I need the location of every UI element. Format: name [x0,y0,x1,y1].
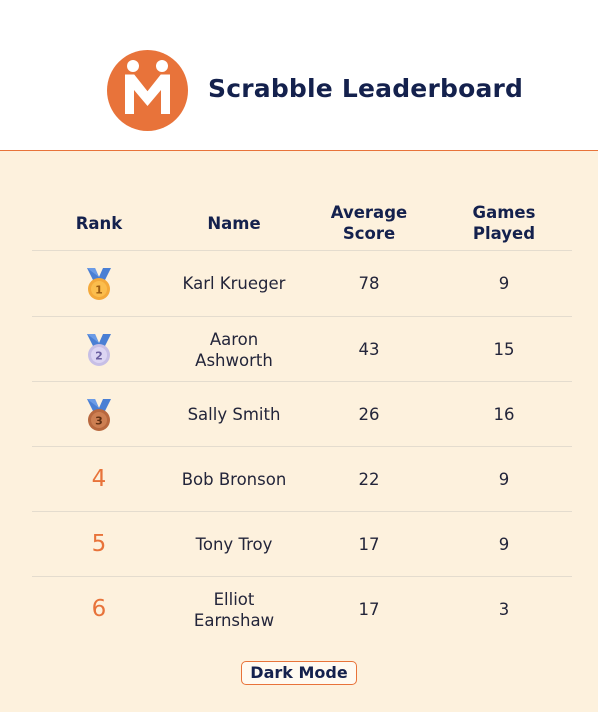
divider [32,316,572,317]
column-header-rank: Rank [75,213,123,233]
divider [32,381,572,382]
name-cell: Aaron Ashworth [195,329,273,370]
name-cell: Karl Krueger [182,274,286,293]
table-row: 3 Sally Smith 26 16 [0,382,598,447]
rank-number: 6 [91,596,107,622]
leaderboard-panel: Rank Name Average Score Games Played 1 K… [0,151,598,712]
name-cell: Elliot Earnshaw [193,589,275,630]
toggle-container: Dark Mode [0,661,598,685]
rank-cell: 6 [38,577,160,642]
rank-number: 5 [91,531,107,557]
table-row: 2 Aaron Ashworth 43 15 [0,317,598,382]
games-played-cell: 9 [498,535,510,554]
rank-cell: 1 [38,251,160,316]
average-score-cell: 22 [358,470,380,489]
logo-icon [107,50,188,131]
name-cell: Sally Smith [187,405,281,424]
rank-cell: 2 [38,317,160,382]
games-played-cell: 15 [493,340,515,359]
svg-text:3: 3 [95,414,103,427]
rank-number: 4 [91,466,107,492]
average-score-cell: 43 [358,340,380,359]
games-played-cell: 16 [493,405,515,424]
divider [32,511,572,512]
header: Scrabble Leaderboard [0,0,598,151]
games-played-cell: 9 [498,470,510,489]
table-row: 6 Elliot Earnshaw 17 3 [0,577,598,642]
bronze-medal-icon: 3 [87,398,111,431]
table-row: 4 Bob Bronson 22 9 [0,447,598,512]
divider [32,250,572,251]
silver-medal-icon: 2 [87,333,111,366]
average-score-cell: 17 [358,535,380,554]
average-score-cell: 78 [358,274,380,293]
svg-text:1: 1 [95,283,103,296]
divider [32,576,572,577]
table-row: 5 Tony Troy 17 9 [0,512,598,577]
rank-cell: 3 [38,382,160,447]
average-score-cell: 17 [358,600,380,619]
column-header-games-played: Games Played [472,203,536,243]
rank-cell: 5 [38,512,160,577]
dark-mode-button[interactable]: Dark Mode [241,661,357,685]
gold-medal-icon: 1 [87,267,111,300]
divider [32,446,572,447]
column-header-average-score: Average Score [330,203,408,243]
table-row: 1 Karl Krueger 78 9 [0,251,598,316]
page-title: Scrabble Leaderboard [208,74,524,103]
games-played-cell: 9 [498,274,510,293]
games-played-cell: 3 [498,600,510,619]
column-header-name: Name [207,213,261,233]
svg-text:2: 2 [95,349,103,362]
rank-cell: 4 [38,447,160,512]
average-score-cell: 26 [358,405,380,424]
name-cell: Bob Bronson [181,470,287,489]
name-cell: Tony Troy [195,535,273,554]
